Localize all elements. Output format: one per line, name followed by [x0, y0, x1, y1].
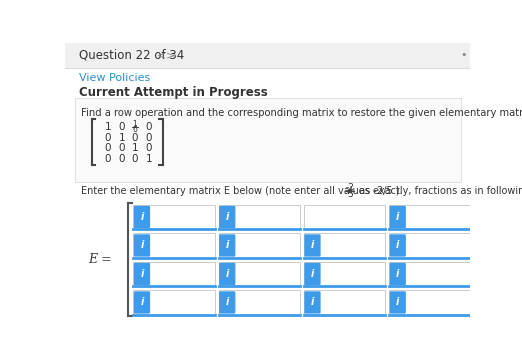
Text: i: i — [396, 212, 399, 222]
Text: 5: 5 — [347, 190, 352, 199]
Text: 0: 0 — [118, 144, 125, 154]
FancyBboxPatch shape — [219, 206, 235, 228]
Text: i: i — [140, 241, 144, 251]
Bar — [389, 290, 470, 315]
FancyBboxPatch shape — [134, 263, 150, 285]
Text: i: i — [396, 297, 399, 308]
Text: •: • — [460, 50, 467, 60]
Bar — [219, 290, 300, 315]
FancyBboxPatch shape — [134, 206, 150, 228]
Text: -2: -2 — [345, 183, 354, 192]
Text: Question 22 of 34: Question 22 of 34 — [79, 49, 184, 62]
Text: 6: 6 — [133, 125, 137, 134]
FancyBboxPatch shape — [219, 263, 235, 285]
Text: i: i — [140, 297, 144, 308]
Text: i: i — [311, 269, 314, 279]
Text: 0: 0 — [104, 144, 111, 154]
Text: i: i — [311, 241, 314, 251]
Text: i: i — [311, 297, 314, 308]
Bar — [134, 233, 215, 258]
Text: 1: 1 — [133, 120, 137, 129]
FancyBboxPatch shape — [219, 291, 235, 314]
Bar — [219, 262, 300, 286]
FancyBboxPatch shape — [134, 291, 150, 314]
Text: i: i — [140, 212, 144, 222]
Bar — [389, 205, 470, 229]
Text: 0: 0 — [146, 144, 152, 154]
Text: <: < — [157, 50, 166, 60]
Text: i: i — [226, 297, 229, 308]
Bar — [389, 262, 470, 286]
Text: i: i — [396, 241, 399, 251]
Text: 0: 0 — [104, 133, 111, 143]
Text: 1: 1 — [118, 133, 125, 143]
Text: View Policies: View Policies — [79, 73, 150, 83]
FancyBboxPatch shape — [304, 291, 321, 314]
FancyBboxPatch shape — [134, 234, 150, 257]
FancyBboxPatch shape — [389, 234, 406, 257]
Bar — [134, 205, 215, 229]
Bar — [134, 290, 215, 315]
Bar — [304, 205, 385, 229]
FancyBboxPatch shape — [389, 206, 406, 228]
Bar — [65, 43, 470, 68]
Bar — [389, 233, 470, 258]
FancyBboxPatch shape — [389, 263, 406, 285]
Text: Find a row operation and the corresponding matrix to restore the given elementar: Find a row operation and the correspondi… — [81, 108, 522, 118]
Text: i: i — [396, 269, 399, 279]
Text: 1: 1 — [104, 122, 111, 132]
Text: E =: E = — [89, 253, 112, 266]
Text: 0: 0 — [118, 122, 125, 132]
Text: 1: 1 — [132, 144, 138, 154]
Bar — [219, 205, 300, 229]
Bar — [134, 262, 215, 286]
FancyBboxPatch shape — [304, 263, 321, 285]
Bar — [219, 233, 300, 258]
Text: 0: 0 — [146, 122, 152, 132]
Text: 0: 0 — [146, 133, 152, 143]
Text: 0: 0 — [132, 133, 138, 143]
Bar — [75, 98, 460, 182]
Text: as -2/5 ).: as -2/5 ). — [356, 186, 402, 196]
Text: 0: 0 — [118, 154, 125, 164]
FancyBboxPatch shape — [304, 234, 321, 257]
Text: i: i — [140, 269, 144, 279]
Text: Current Attempt in Progress: Current Attempt in Progress — [79, 86, 268, 99]
Text: i: i — [226, 269, 229, 279]
Bar — [304, 262, 385, 286]
Text: 1: 1 — [146, 154, 152, 164]
Text: i: i — [226, 212, 229, 222]
Bar — [304, 233, 385, 258]
Text: >: > — [166, 50, 175, 60]
Bar — [304, 290, 385, 315]
Text: 0: 0 — [104, 154, 111, 164]
Text: i: i — [226, 241, 229, 251]
Text: Enter the elementary matrix E below (note enter all values exactly, fractions as: Enter the elementary matrix E below (not… — [81, 186, 522, 196]
Text: 0: 0 — [132, 154, 138, 164]
FancyBboxPatch shape — [219, 234, 235, 257]
FancyBboxPatch shape — [389, 291, 406, 314]
